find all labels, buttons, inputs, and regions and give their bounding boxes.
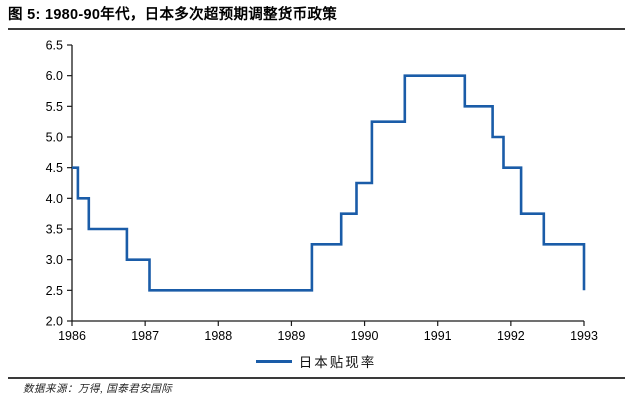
y-tick-label: 2.5 <box>46 284 63 298</box>
y-tick-label: 2.0 <box>46 315 63 329</box>
y-axis-ticks: 2.0 2.5 3.0 3.5 4.0 4.5 5.0 5.5 6.0 6.5 <box>46 39 72 329</box>
x-tick-label: 1986 <box>58 329 86 343</box>
data-source: 数据来源：万得, 国泰君安国际 <box>23 384 173 395</box>
y-tick-label: 3.0 <box>46 253 63 267</box>
x-axis-ticks: 1986 1987 1988 1989 1990 1991 1992 1993 <box>58 321 598 343</box>
y-tick-label: 5.0 <box>46 131 63 145</box>
x-tick-label: 1989 <box>278 329 306 343</box>
x-tick-label: 1987 <box>131 329 159 343</box>
legend: 日本贴现率 <box>0 351 632 371</box>
y-tick-label: 4.0 <box>46 192 63 206</box>
x-tick-label: 1988 <box>204 329 232 343</box>
legend-label: 日本贴现率 <box>298 355 377 370</box>
legend-line-swatch <box>255 359 292 363</box>
y-tick-label: 4.5 <box>46 161 63 175</box>
y-tick-label: 6.0 <box>46 69 63 83</box>
y-tick-label: 6.5 <box>46 39 63 53</box>
series-line-日本贴现率 <box>72 74 586 292</box>
chart-title: 图 5: 1980-90年代，日本多次超预期调整货币政策 <box>8 7 338 23</box>
x-tick-label: 1991 <box>424 329 452 343</box>
x-tick-label: 1992 <box>497 329 525 343</box>
x-tick-label: 1993 <box>570 329 598 343</box>
footer-divider <box>8 377 625 379</box>
y-tick-label: 5.5 <box>46 100 63 114</box>
title-divider <box>8 28 625 30</box>
y-tick-label: 3.5 <box>46 223 63 237</box>
x-tick-label: 1990 <box>351 329 379 343</box>
